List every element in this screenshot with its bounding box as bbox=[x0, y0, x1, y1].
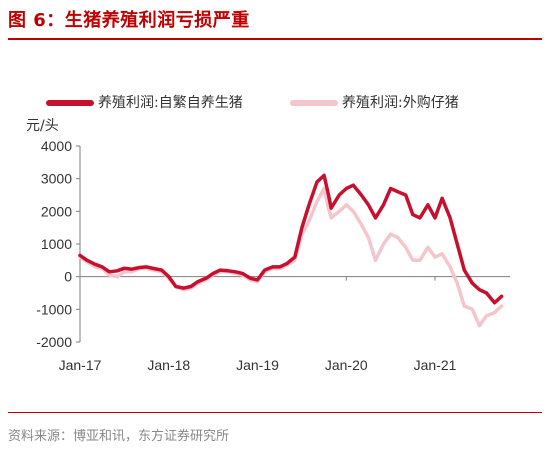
y-tick-label: 0 bbox=[64, 269, 72, 285]
legend-swatch-series-1 bbox=[46, 100, 94, 106]
title-divider bbox=[8, 38, 542, 40]
source-note: 资料来源：博亚和讯，东方证券研究所 bbox=[8, 429, 230, 444]
legend-swatch-series-2 bbox=[290, 100, 338, 106]
y-axis-unit-label: 元/头 bbox=[26, 118, 59, 134]
legend-item-series-1: 养殖利润:自繁自养生猪 bbox=[46, 92, 243, 112]
x-tick-label: Jan-17 bbox=[59, 357, 102, 373]
legend-item-series-2: 养殖利润:外购仔猪 bbox=[290, 92, 459, 112]
page-title: 图 6：生猪养殖利润亏损严重 bbox=[8, 10, 250, 31]
y-tick-label: 3000 bbox=[41, 171, 72, 187]
y-tick-label: 2000 bbox=[41, 203, 72, 219]
x-tick-label: Jan-20 bbox=[325, 357, 368, 373]
series-line-1 bbox=[78, 173, 504, 305]
y-tick-label: -2000 bbox=[36, 334, 72, 350]
legend-label-series-1: 养殖利润:自繁自养生猪 bbox=[98, 95, 243, 111]
x-tick-label: Jan-21 bbox=[414, 357, 457, 373]
y-tick-label: -1000 bbox=[36, 301, 72, 317]
x-tick-label: Jan-19 bbox=[236, 357, 279, 373]
y-tick-label: 1000 bbox=[41, 236, 72, 252]
y-tick-label: 4000 bbox=[41, 138, 72, 154]
legend-label-series-2: 养殖利润:外购仔猪 bbox=[342, 95, 459, 111]
x-tick-label: Jan-18 bbox=[147, 357, 190, 373]
footer-divider bbox=[8, 412, 542, 413]
